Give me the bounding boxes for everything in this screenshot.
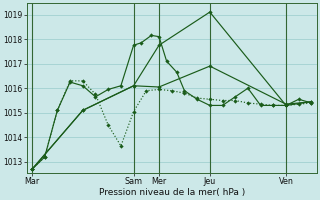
X-axis label: Pression niveau de la mer( hPa ): Pression niveau de la mer( hPa ) xyxy=(99,188,245,197)
